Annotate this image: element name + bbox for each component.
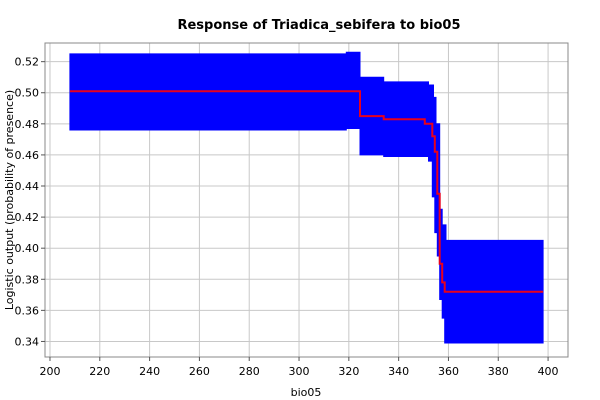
x-axis-label: bio05 <box>291 386 322 399</box>
confidence-band <box>69 51 544 344</box>
y-axis-ticks: 0.34 0.36 0.38 0.40 0.42 0.44 0.46 0.48 0.50 0.52 <box>15 56 45 348</box>
x-tick-label: 360 <box>438 365 459 378</box>
x-tick-label: 340 <box>388 365 409 378</box>
x-tick-label: 240 <box>139 365 160 378</box>
y-tick-label: 0.50 <box>15 87 40 100</box>
y-tick-label: 0.34 <box>15 335 40 348</box>
x-tick-label: 260 <box>189 365 210 378</box>
x-tick-label: 200 <box>39 365 60 378</box>
y-tick-label: 0.48 <box>15 118 40 131</box>
x-tick-label: 400 <box>538 365 559 378</box>
chart-title: Response of Triadica_sebifera to bio05 <box>177 18 460 33</box>
y-tick-label: 0.38 <box>15 273 40 286</box>
y-tick-label: 0.46 <box>15 149 40 162</box>
x-tick-label: 280 <box>239 365 260 378</box>
x-tick-label: 380 <box>488 365 509 378</box>
y-axis-label: Logistic output (probability of presence… <box>3 90 16 310</box>
x-tick-label: 220 <box>89 365 110 378</box>
y-tick-label: 0.42 <box>15 211 40 224</box>
y-tick-label: 0.44 <box>15 180 40 193</box>
y-tick-label: 0.52 <box>15 56 40 69</box>
mean-response-line <box>69 90 544 293</box>
plot-area-frame <box>44 42 569 358</box>
y-tick-label: 0.36 <box>15 304 40 317</box>
x-tick-label: 300 <box>289 365 310 378</box>
y-tick-label: 0.40 <box>15 242 40 255</box>
x-axis-ticks: 200 220 240 260 280 300 320 340 360 380 400 <box>39 357 559 378</box>
x-tick-label: 320 <box>338 365 359 378</box>
